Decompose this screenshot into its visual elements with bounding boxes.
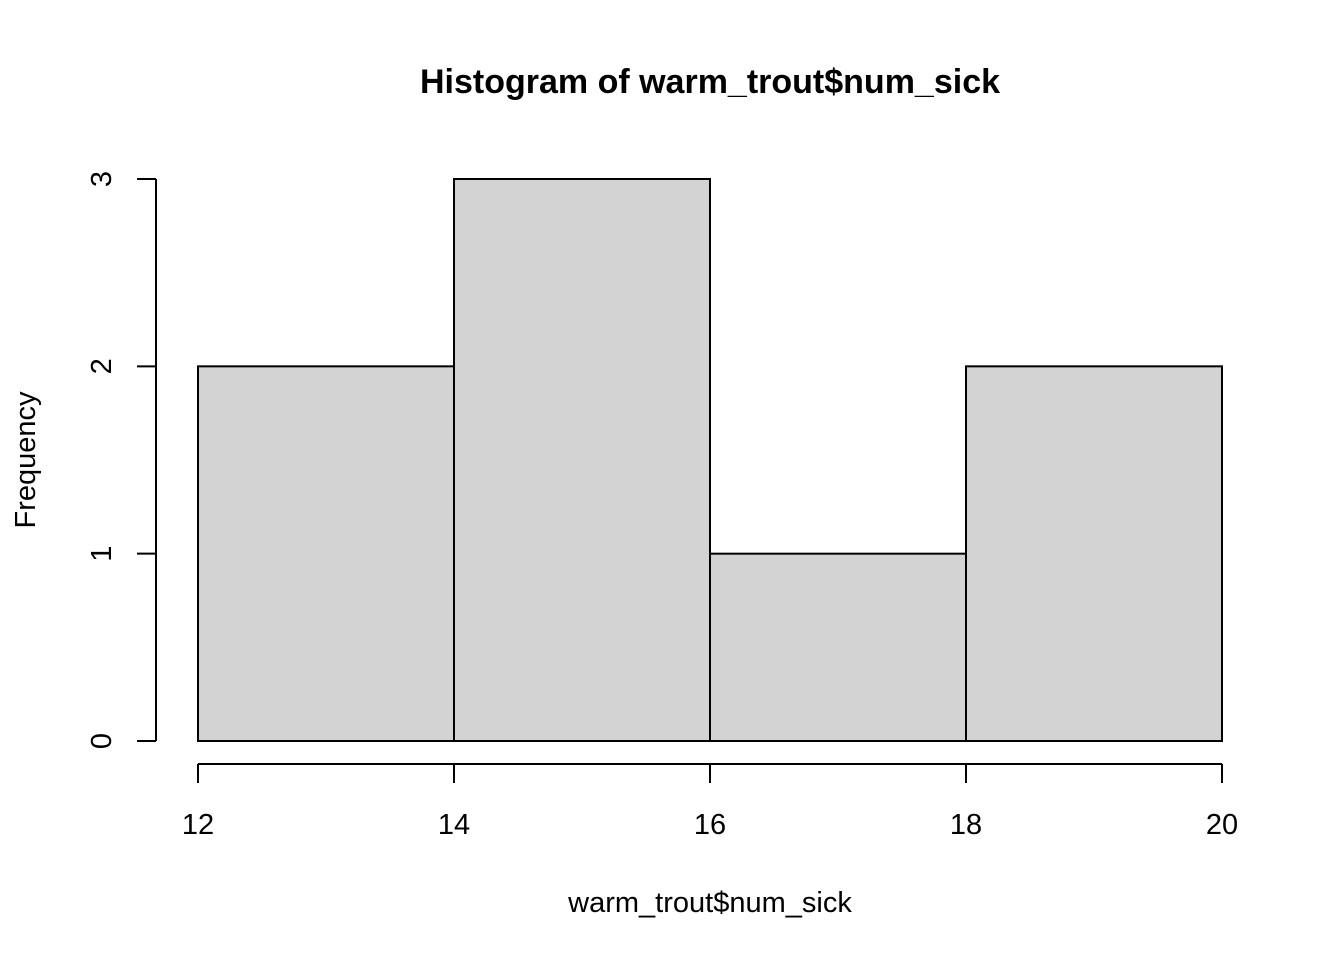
x-axis: 12 14 16 18 20 bbox=[182, 763, 1238, 841]
y-tick-label: 1 bbox=[86, 546, 118, 562]
x-axis-label: warm_trout$num_sick bbox=[567, 887, 852, 919]
histogram-bar bbox=[965, 365, 1223, 742]
y-tick-label: 0 bbox=[86, 733, 118, 749]
x-tick-label: 14 bbox=[438, 809, 470, 841]
x-tick-label: 18 bbox=[950, 809, 982, 841]
bars-group bbox=[197, 178, 1223, 743]
y-axis-label: Frequency bbox=[10, 391, 42, 529]
y-tick-label: 3 bbox=[86, 171, 118, 187]
histogram-bar bbox=[453, 178, 711, 742]
x-tick-label: 20 bbox=[1206, 809, 1238, 841]
histogram-bar bbox=[709, 552, 967, 743]
x-tick-label: 16 bbox=[694, 809, 726, 841]
y-axis: 0 1 2 3 bbox=[86, 171, 157, 749]
chart-title: Histogram of warm_trout$num_sick bbox=[420, 63, 1000, 101]
y-tick-label: 2 bbox=[86, 358, 118, 374]
x-tick-label: 12 bbox=[182, 809, 214, 841]
histogram-bar bbox=[197, 365, 455, 742]
